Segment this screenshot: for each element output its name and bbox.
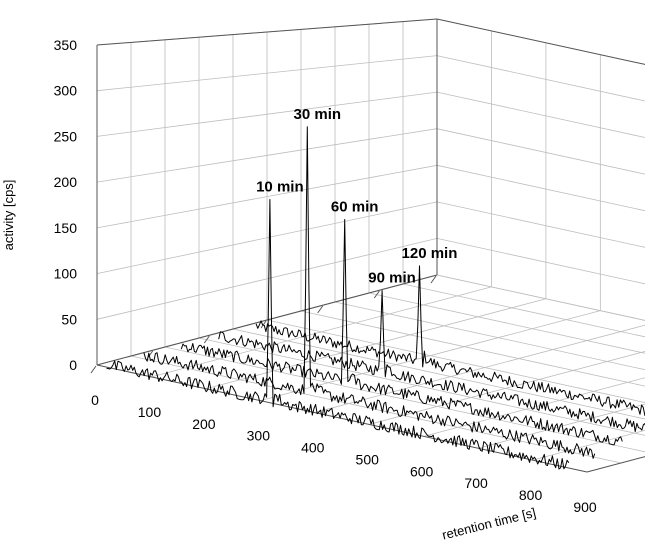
depth-tick: [90, 365, 97, 374]
x-tick-label: 600: [410, 463, 434, 479]
depth-tick: [260, 320, 267, 329]
grid-line: [532, 429, 645, 461]
grid-line: [478, 403, 645, 449]
x-tick-label: 300: [247, 428, 271, 444]
grid-line: [96, 55, 645, 102]
axis-line: [96, 274, 438, 366]
series-line: [218, 290, 645, 432]
x-tick-label: 800: [519, 487, 543, 503]
grid-line: [96, 91, 645, 138]
grid-line: [198, 337, 645, 436]
y-tick-label: 0: [69, 357, 77, 373]
y-tick-label: 200: [54, 174, 78, 190]
y-tick-label: 100: [54, 266, 78, 282]
grid-line: [436, 274, 645, 321]
x-tick-label: 500: [356, 451, 380, 467]
axes-frame: [90, 18, 645, 473]
grid-line: [266, 319, 645, 403]
series-line: [143, 126, 596, 459]
y-tick-label: 150: [54, 220, 78, 236]
series-line: [180, 219, 623, 446]
depth-tick: [430, 275, 437, 284]
series-line: [255, 265, 645, 416]
series-label: 120 min: [402, 245, 458, 262]
x-tick-label: 200: [192, 416, 216, 432]
y-tick-label: 250: [54, 128, 78, 144]
x-tick-label: 0: [91, 392, 99, 408]
depth-tick: [373, 290, 380, 299]
x-axis-label: retention time [s]: [440, 505, 537, 543]
x-tick-label: 900: [573, 499, 597, 515]
grid-line: [232, 328, 645, 420]
x-tick-label: 100: [138, 404, 162, 420]
depth-tick: [203, 335, 210, 344]
series-label: 90 min: [368, 270, 416, 287]
y-axis-label: activity [cps]: [1, 180, 16, 251]
grid-line: [334, 301, 645, 371]
grid-line: [300, 310, 645, 387]
y-tick-label: 300: [54, 83, 78, 99]
grid-line: [368, 292, 645, 354]
y-tick-label: 50: [61, 311, 77, 327]
series-label: 10 min: [256, 178, 304, 195]
y-tick-label: 350: [54, 37, 78, 53]
x-tick-label: 400: [301, 440, 325, 456]
series-label: 60 min: [331, 198, 379, 215]
depth-tick: [317, 305, 324, 314]
grid-line: [96, 237, 645, 320]
grid-line: [96, 18, 645, 65]
grid-line: [402, 283, 645, 338]
grid-line: [96, 128, 645, 183]
axis-line: [586, 456, 645, 473]
x-tick-label: 700: [464, 475, 488, 491]
tick-labels: 0 50 100 150 200 250 300 350 0 100 200 300 400 500 600…: [54, 37, 597, 515]
series-line: [106, 199, 570, 470]
grid-line: [164, 346, 645, 453]
series-traces: [106, 126, 645, 470]
axis-line: [436, 18, 645, 65]
series-label: 30 min: [294, 106, 342, 123]
axis-line: [96, 18, 438, 46]
